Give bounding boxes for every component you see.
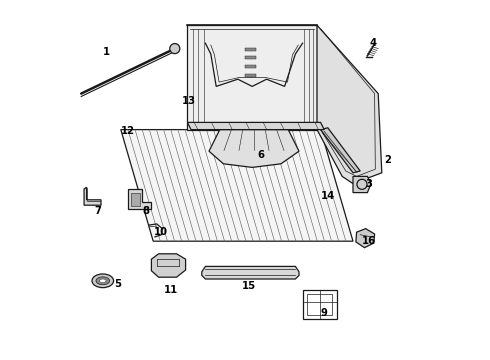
Ellipse shape — [96, 277, 110, 285]
Polygon shape — [128, 189, 151, 209]
Polygon shape — [202, 266, 299, 279]
Text: 3: 3 — [366, 179, 372, 189]
Bar — [245, 56, 256, 59]
Bar — [245, 65, 256, 68]
Bar — [245, 74, 256, 77]
Polygon shape — [320, 128, 360, 173]
Polygon shape — [187, 122, 324, 130]
Polygon shape — [317, 25, 382, 184]
Ellipse shape — [99, 279, 106, 283]
Text: 11: 11 — [164, 285, 178, 295]
Bar — [131, 193, 140, 206]
Bar — [303, 290, 337, 319]
Circle shape — [170, 44, 180, 54]
Text: 12: 12 — [121, 126, 135, 136]
Bar — [245, 48, 256, 51]
Polygon shape — [209, 130, 299, 167]
Text: 6: 6 — [258, 150, 265, 160]
Text: 13: 13 — [182, 96, 196, 106]
Text: 1: 1 — [103, 47, 110, 57]
Ellipse shape — [92, 274, 114, 288]
Polygon shape — [84, 187, 101, 205]
Polygon shape — [151, 254, 186, 277]
Text: 9: 9 — [321, 308, 328, 318]
Text: 2: 2 — [384, 155, 391, 165]
Text: 16: 16 — [362, 236, 376, 246]
Text: 5: 5 — [114, 279, 121, 289]
Text: 10: 10 — [153, 227, 168, 237]
Polygon shape — [353, 176, 371, 193]
Text: 4: 4 — [369, 38, 376, 48]
Text: 7: 7 — [94, 206, 101, 216]
Text: 14: 14 — [320, 191, 335, 201]
Bar — [307, 294, 332, 315]
Text: 8: 8 — [143, 206, 149, 216]
Text: 15: 15 — [242, 281, 256, 291]
Polygon shape — [121, 130, 353, 241]
Polygon shape — [187, 25, 317, 130]
Polygon shape — [356, 229, 374, 248]
